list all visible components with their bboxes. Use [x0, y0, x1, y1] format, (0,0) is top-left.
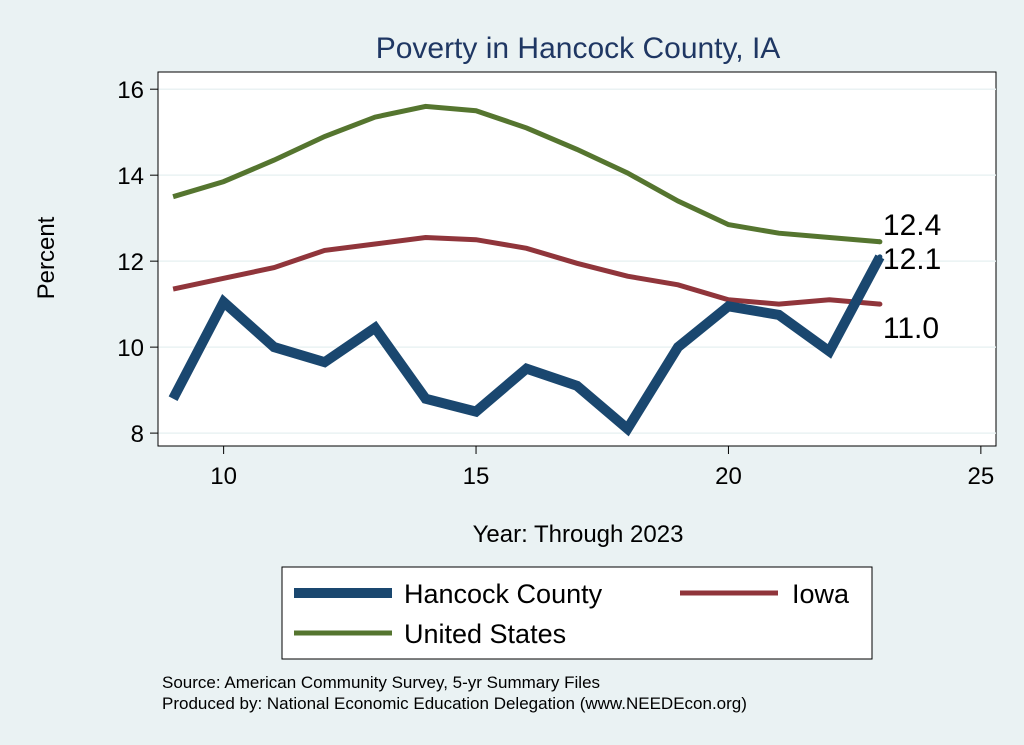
series-end-point-united-states	[877, 239, 883, 245]
x-tick-label-10: 10	[210, 463, 237, 490]
x-axis: 10 15 20 25	[158, 445, 996, 490]
y-axis-title: Percent	[33, 216, 60, 299]
series-line-united-states	[172, 103, 881, 245]
source-line-2: Produced by: National Economic Education…	[162, 694, 747, 713]
legend-label-hancock-county: Hancock County	[404, 579, 603, 609]
series-line-hancock-county	[168, 254, 885, 437]
y-tick-label-16: 16	[117, 77, 144, 104]
series-end-point-hancock-county	[877, 254, 883, 260]
y-tick-label-10: 10	[117, 335, 144, 362]
legend-label-iowa: Iowa	[792, 579, 850, 609]
end-label-iowa: 11.0	[883, 312, 939, 345]
y-tick-label-14: 14	[117, 163, 144, 190]
x-tick-label-25: 25	[968, 463, 995, 490]
source-line-1: Source: American Community Survey, 5-yr …	[162, 673, 600, 692]
series-line-iowa	[172, 234, 881, 307]
x-tick-label-15: 15	[463, 463, 490, 490]
end-label-united-states: 12.4	[883, 209, 941, 242]
x-axis-title: Year: Through 2023	[473, 521, 684, 548]
y-axis: 8 10 12 14 16	[117, 72, 159, 448]
y-tick-label-12: 12	[117, 249, 144, 276]
series-end-point-iowa	[877, 301, 883, 307]
x-tick-label-20: 20	[715, 463, 742, 490]
end-labels: 12.1 11.0 12.4	[883, 209, 941, 345]
end-label-hancock-county: 12.1	[883, 243, 941, 276]
legend: Hancock County Iowa United States	[281, 566, 873, 660]
legend-box	[281, 566, 873, 660]
chart-title: Poverty in Hancock County, IA	[376, 32, 781, 65]
y-tick-label-8: 8	[131, 421, 144, 448]
legend-label-united-states: United States	[404, 619, 566, 649]
series-lines	[168, 103, 885, 437]
